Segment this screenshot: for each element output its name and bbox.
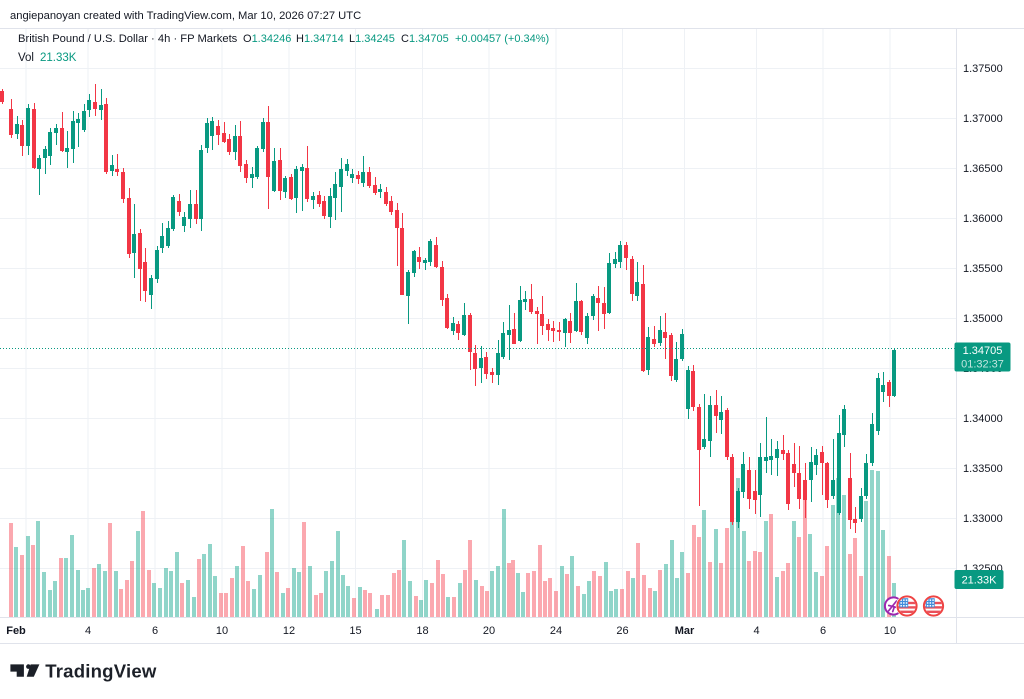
svg-text:+0.00457 (+0.34%): +0.00457 (+0.34%) [455, 33, 549, 45]
svg-text:1.36500: 1.36500 [963, 163, 1003, 175]
svg-text:1.35000: 1.35000 [963, 313, 1003, 325]
svg-text:01:32:37: 01:32:37 [961, 359, 1004, 371]
svg-text:1.37000: 1.37000 [963, 113, 1003, 125]
svg-text:21.33K: 21.33K [40, 52, 77, 64]
svg-text:12: 12 [283, 625, 295, 637]
svg-text:1.35500: 1.35500 [963, 263, 1003, 275]
svg-text:British Pound / U.S. Dollar ·: British Pound / U.S. Dollar · 4h · FP Ma… [18, 33, 238, 45]
svg-text:10: 10 [216, 625, 228, 637]
svg-text:1.36000: 1.36000 [963, 213, 1003, 225]
svg-text:4: 4 [753, 625, 759, 637]
svg-text:26: 26 [616, 625, 628, 637]
svg-text:H1.34714: H1.34714 [296, 33, 344, 45]
svg-text:1.34000: 1.34000 [963, 413, 1003, 425]
svg-text:4: 4 [85, 625, 91, 637]
svg-text:O1.34246: O1.34246 [243, 33, 291, 45]
svg-text:1.37500: 1.37500 [963, 63, 1003, 75]
svg-text:Mar: Mar [675, 625, 695, 637]
svg-text:TradingView: TradingView [45, 661, 157, 682]
svg-text:24: 24 [550, 625, 562, 637]
svg-text:L1.34245: L1.34245 [349, 33, 395, 45]
svg-text:15: 15 [349, 625, 361, 637]
svg-text:18: 18 [416, 625, 428, 637]
svg-text:21.33K: 21.33K [962, 575, 998, 587]
svg-text:angiepanoyan created with Trad: angiepanoyan created with TradingView.co… [10, 10, 361, 22]
svg-text:Feb: Feb [6, 625, 26, 637]
svg-text:1.33000: 1.33000 [963, 513, 1003, 525]
svg-text:1.34705: 1.34705 [963, 345, 1003, 357]
svg-text:C1.34705: C1.34705 [401, 33, 449, 45]
svg-text:20: 20 [483, 625, 495, 637]
svg-text:6: 6 [152, 625, 158, 637]
svg-text:Vol: Vol [18, 52, 34, 64]
svg-text:1.33500: 1.33500 [963, 463, 1003, 475]
svg-text:10: 10 [884, 625, 896, 637]
svg-text:6: 6 [820, 625, 826, 637]
